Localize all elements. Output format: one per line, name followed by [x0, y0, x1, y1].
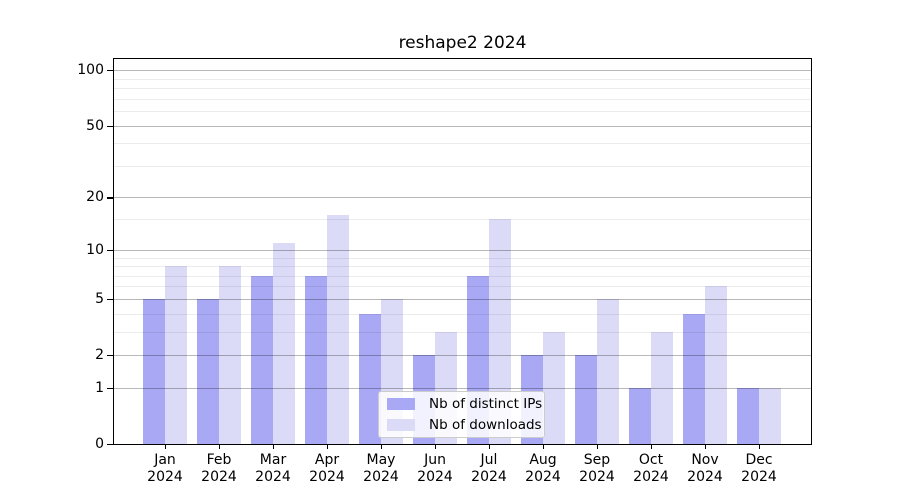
bar-distinct-ips-feb [197, 298, 219, 444]
x-tick-mark [273, 444, 275, 449]
gridline-major [114, 355, 811, 356]
x-tick-label: Jul 2024 [471, 452, 507, 485]
x-tick-label: Sep 2024 [579, 452, 615, 485]
y-tick-label: 50 [86, 117, 104, 134]
x-tick-label: Feb 2024 [201, 452, 237, 485]
x-tick-label: Nov 2024 [687, 452, 723, 485]
x-tick-label: Dec 2024 [741, 452, 777, 485]
gridline-minor [114, 313, 811, 315]
y-tick-mark [107, 125, 113, 127]
x-tick-mark [219, 444, 221, 449]
x-tick-mark [759, 444, 761, 449]
bar-downloads-nov [705, 286, 727, 444]
gridline-minor [114, 331, 811, 333]
bar-distinct-ips-sep [575, 355, 597, 444]
y-tick-label: 10 [86, 241, 104, 258]
x-tick-mark [705, 444, 707, 449]
legend-swatch-downloads [387, 418, 415, 431]
y-tick-mark [107, 387, 113, 390]
bar-downloads-jul [489, 219, 511, 444]
x-tick-label: Aug 2024 [525, 452, 561, 485]
x-tick-label: Oct 2024 [633, 452, 669, 485]
bar-downloads-aug [543, 331, 565, 444]
y-tick-label: 1 [95, 379, 104, 396]
bar-downloads-dec [759, 387, 781, 444]
x-tick-mark [165, 444, 167, 449]
bar-distinct-ips-may [359, 313, 381, 444]
gridline-minor [114, 275, 811, 277]
y-tick-mark [107, 249, 113, 251]
y-tick-mark [107, 355, 113, 357]
bar-downloads-jan [165, 266, 187, 444]
gridline-minor [114, 165, 811, 167]
bar-distinct-ips-apr [305, 275, 327, 444]
plot-area [113, 58, 812, 445]
y-tick-label: 20 [86, 189, 104, 206]
y-tick-label: 5 [95, 290, 104, 307]
x-tick-mark [597, 444, 599, 449]
x-tick-label: Jun 2024 [417, 452, 453, 485]
gridline-minor [114, 286, 811, 288]
gridline-minor [114, 111, 811, 113]
gridline-minor [114, 257, 811, 259]
legend-label-distinct-ips: Nb of distinct IPs [429, 396, 543, 413]
gridline-major [114, 249, 811, 251]
gridline-major [114, 298, 811, 300]
gridline-minor [114, 88, 811, 90]
y-tick-label: 2 [95, 347, 104, 363]
gridline-major [114, 70, 811, 72]
legend-item-distinct-ips: Nb of distinct IPs [385, 394, 542, 415]
x-tick-label: Apr 2024 [309, 452, 345, 485]
x-tick-mark [543, 444, 545, 449]
gridline-major [114, 125, 811, 127]
chart-title: reshape2 2024 [398, 33, 527, 53]
y-tick-mark [107, 298, 113, 301]
bar-distinct-ips-jan [143, 298, 165, 444]
bar-downloads-apr [327, 214, 349, 444]
gridline-minor [114, 219, 811, 221]
y-tick-mark [107, 197, 113, 199]
gridline-major [114, 197, 811, 199]
x-tick-mark [489, 444, 491, 449]
legend-item-downloads: Nb of downloads [385, 415, 542, 436]
gridline-minor [114, 143, 811, 145]
x-tick-mark [327, 444, 329, 449]
y-tick-label: 0 [95, 436, 104, 452]
bar-downloads-oct [651, 331, 673, 444]
x-tick-label: Jan 2024 [147, 452, 183, 485]
gridline-minor [114, 98, 811, 100]
legend-swatch-distinct-ips [387, 398, 415, 411]
x-tick-mark [651, 444, 653, 449]
y-tick-mark [107, 444, 113, 446]
gridline-minor [114, 266, 811, 267]
gridline-major [114, 387, 811, 389]
bar-downloads-feb [219, 266, 241, 444]
x-tick-label: Mar 2024 [255, 452, 291, 485]
y-tick-mark [107, 70, 113, 72]
gridline-minor [114, 78, 811, 80]
bar-downloads-sep [597, 298, 619, 444]
x-tick-label: May 2024 [363, 452, 399, 485]
bar-distinct-ips-oct [629, 387, 651, 444]
legend-label-downloads: Nb of downloads [429, 416, 542, 433]
bar-distinct-ips-nov [683, 313, 705, 444]
bar-distinct-ips-dec [737, 387, 759, 444]
y-tick-label: 100 [77, 62, 104, 79]
bar-distinct-ips-mar [251, 275, 273, 444]
legend: Nb of distinct IPs Nb of downloads [378, 391, 545, 438]
x-tick-mark [435, 444, 437, 449]
bar-downloads-mar [273, 242, 295, 444]
x-tick-mark [381, 444, 383, 449]
